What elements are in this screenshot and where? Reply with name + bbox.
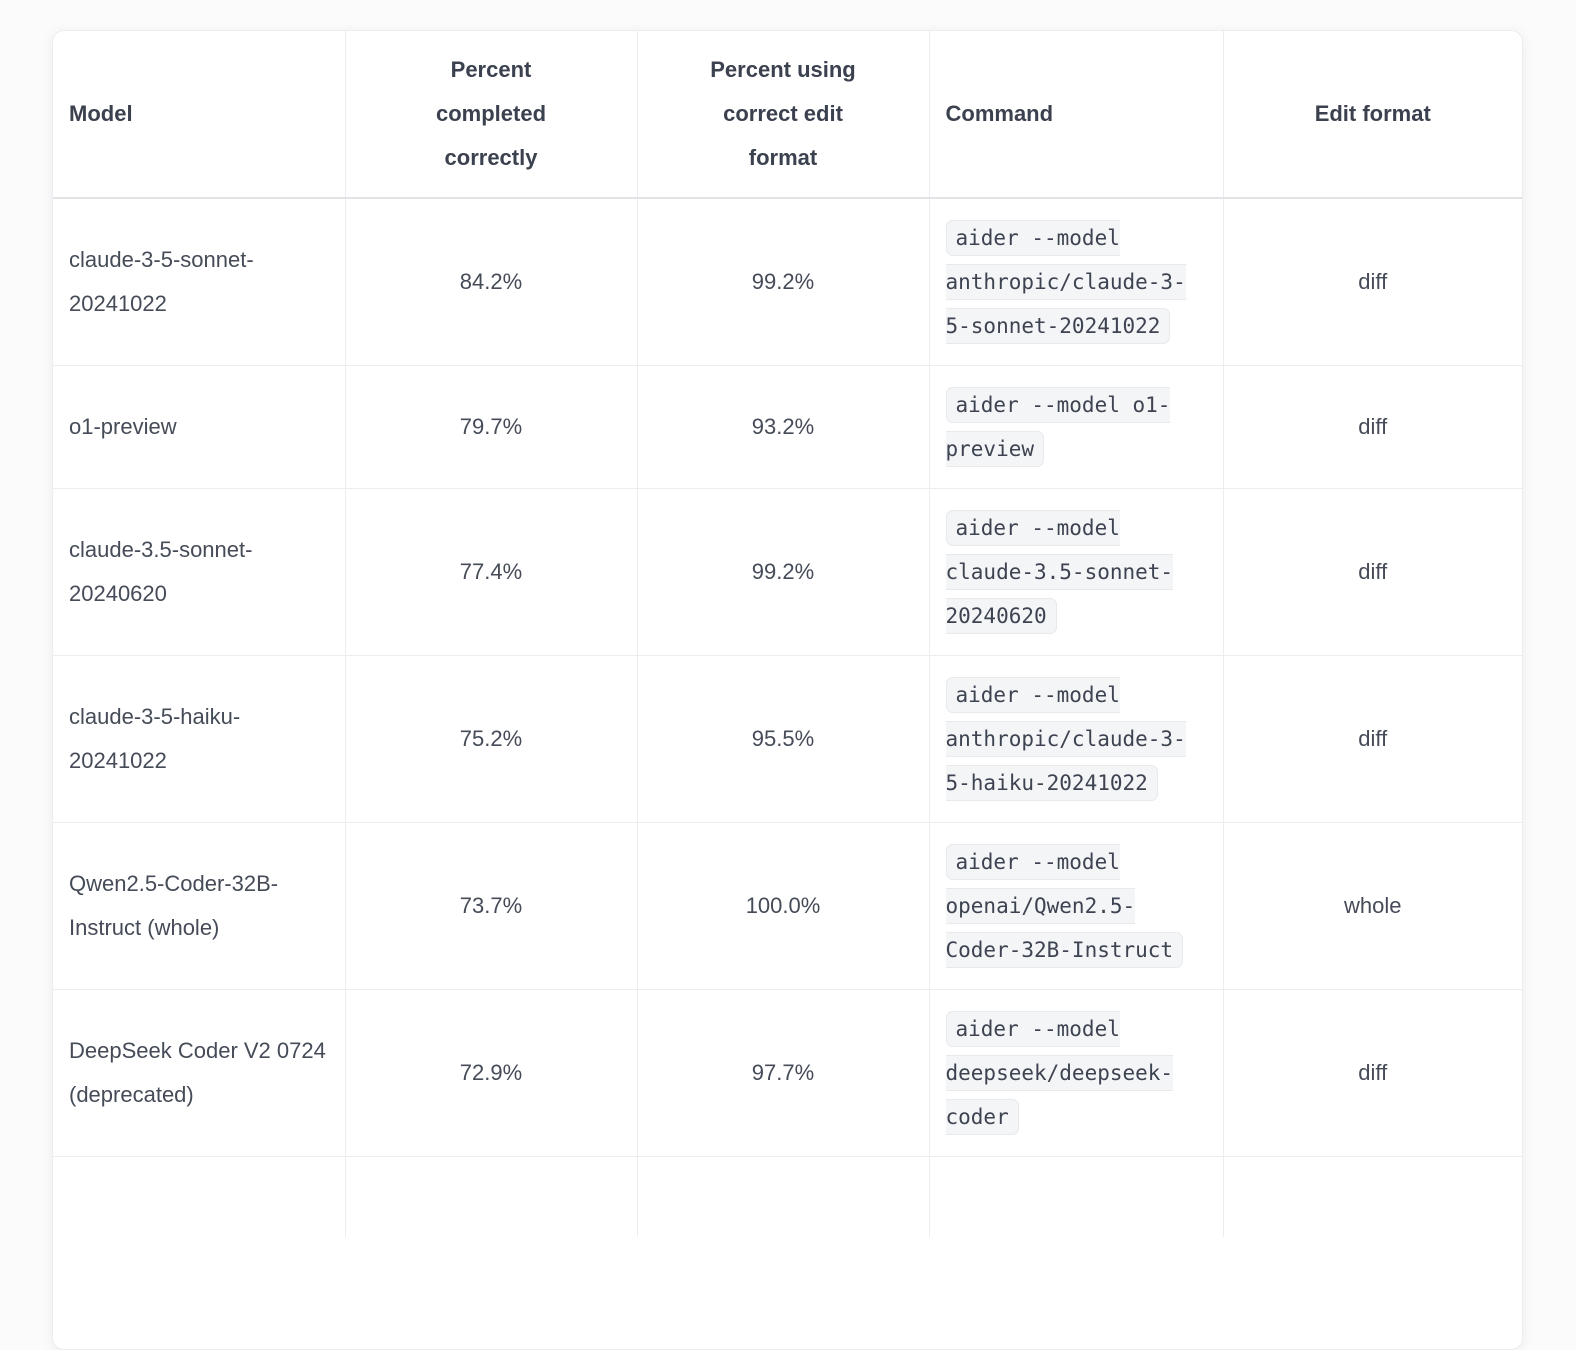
- percent-edit-format-cell: 99.2%: [637, 198, 930, 366]
- percent-edit-format-cell: 95.5%: [637, 655, 930, 823]
- percent-edit-format-cell: 93.2%: [637, 365, 930, 489]
- percent-completed-cell: 84.2%: [345, 198, 638, 366]
- model-cell: claude-3-5-haiku-20241022: [53, 655, 346, 823]
- edit-format-cell: diff: [1223, 198, 1522, 366]
- percent-completed-cell: 72.9%: [345, 989, 638, 1157]
- empty-cell: [345, 1156, 638, 1237]
- percent-completed-cell: 77.4%: [345, 488, 638, 656]
- command-code: aider --model deepseek/deepseek-coder: [945, 1011, 1174, 1135]
- model-cell: Qwen2.5-Coder-32B-Instruct (whole): [53, 822, 346, 990]
- command-cell: aider --model deepseek/deepseek-coder: [929, 989, 1224, 1157]
- edit-format-cell: diff: [1223, 989, 1522, 1157]
- command-code: aider --model claude-3.5-sonnet-20240620: [945, 510, 1174, 634]
- column-header-percent-completed-label: Percent completed correctly: [435, 57, 547, 170]
- table-row-partial: [53, 1156, 1522, 1237]
- column-header-edit-format-label: Edit format: [1314, 101, 1431, 126]
- model-cell: DeepSeek Coder V2 0724 (deprecated): [53, 989, 346, 1157]
- percent-completed-cell: 75.2%: [345, 655, 638, 823]
- empty-cell: [1223, 1157, 1522, 1237]
- edit-format-cell: diff: [1223, 488, 1522, 656]
- column-header-edit-format: Edit format: [1223, 31, 1522, 199]
- percent-edit-format-cell: 97.7%: [637, 989, 930, 1157]
- model-cell: o1-preview: [53, 365, 346, 489]
- command-cell: aider --model openai/Qwen2.5-Coder-32B-I…: [929, 822, 1224, 990]
- command-cell: aider --model anthropic/claude-3-5-sonne…: [929, 198, 1224, 366]
- model-cell: claude-3-5-sonnet-20241022: [53, 198, 346, 366]
- model-cell: claude-3.5-sonnet-20240620: [53, 488, 346, 656]
- column-header-command-label: Command: [945, 101, 1054, 126]
- column-header-percent-edit-format: Percent using correct edit format: [637, 31, 930, 199]
- command-cell: aider --model o1-preview: [929, 365, 1224, 489]
- command-code: aider --model anthropic/claude-3-5-sonne…: [945, 220, 1186, 344]
- percent-completed-cell: 79.7%: [345, 365, 638, 489]
- command-code: aider --model openai/Qwen2.5-Coder-32B-I…: [945, 844, 1184, 968]
- table-row: claude-3-5-sonnet-20241022 84.2% 99.2% aide…: [53, 198, 1522, 366]
- table-row: claude-3.5-sonnet-20240620 77.4% 99.2% aide…: [53, 488, 1522, 656]
- percent-edit-format-cell: 100.0%: [637, 822, 930, 990]
- column-header-model: Model: [53, 31, 346, 199]
- header-row: Model Percent completed correctly Percen…: [53, 31, 1522, 199]
- benchmark-results-card: Model Percent completed correctly Percen…: [52, 30, 1523, 1350]
- benchmark-results-table: Model Percent completed correctly Percen…: [53, 31, 1522, 1237]
- table-row: claude-3-5-haiku-20241022 75.2% 95.5% aider…: [53, 655, 1522, 823]
- table-row: DeepSeek Coder V2 0724 (deprecated) 72.9%…: [53, 989, 1522, 1157]
- empty-cell: [637, 1156, 930, 1237]
- empty-cell: [929, 1156, 1224, 1237]
- column-header-model-label: Model: [69, 101, 133, 126]
- edit-format-cell: whole: [1223, 822, 1522, 990]
- table-row: o1-preview 79.7% 93.2% aider --model o1-pre…: [53, 365, 1522, 489]
- edit-format-cell: diff: [1223, 365, 1522, 489]
- column-header-percent-edit-format-label: Percent using correct edit format: [710, 57, 856, 170]
- percent-completed-cell: 73.7%: [345, 822, 638, 990]
- edit-format-cell: diff: [1223, 655, 1522, 823]
- command-code: aider --model anthropic/claude-3-5-haiku…: [945, 677, 1186, 801]
- column-header-command: Command: [929, 31, 1224, 199]
- column-header-percent-completed: Percent completed correctly: [345, 31, 638, 199]
- command-cell: aider --model anthropic/claude-3-5-haiku…: [929, 655, 1224, 823]
- table-row: Qwen2.5-Coder-32B-Instruct (whole) 73.7% 1…: [53, 822, 1522, 990]
- command-code: aider --model o1-preview: [945, 387, 1171, 467]
- command-cell: aider --model claude-3.5-sonnet-20240620: [929, 488, 1224, 656]
- percent-edit-format-cell: 99.2%: [637, 488, 930, 656]
- empty-cell: [53, 1156, 346, 1237]
